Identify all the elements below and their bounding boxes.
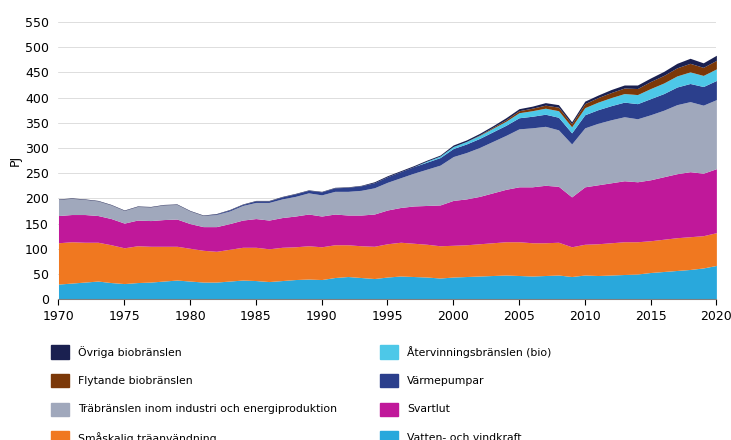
Text: Övriga biobränslen: Övriga biobränslen — [78, 346, 182, 358]
Text: Svartlut: Svartlut — [407, 404, 450, 414]
Text: Vatten- och vindkraft: Vatten- och vindkraft — [407, 433, 522, 440]
Text: Flytande biobränslen: Flytande biobränslen — [78, 376, 193, 385]
Y-axis label: PJ: PJ — [9, 155, 22, 166]
Text: Återvinningsbränslen (bio): Återvinningsbränslen (bio) — [407, 346, 552, 358]
Text: Träbränslen inom industri och energiproduktion: Träbränslen inom industri och energiprod… — [78, 404, 337, 414]
Text: Värmepumpar: Värmepumpar — [407, 376, 485, 385]
Text: Småskalig träanvändning: Småskalig träanvändning — [78, 432, 217, 440]
